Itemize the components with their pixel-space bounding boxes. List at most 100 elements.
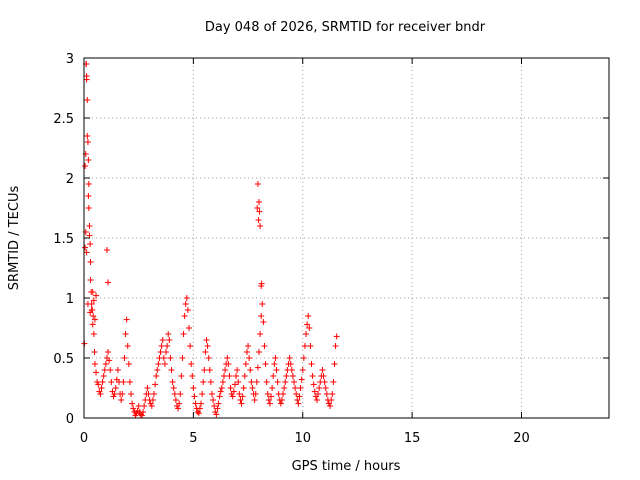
data-point (85, 157, 92, 163)
data-point (287, 361, 294, 367)
data-point (308, 361, 315, 367)
data-point (130, 405, 137, 412)
data-point (329, 391, 336, 397)
data-point (169, 379, 176, 385)
data-point (172, 397, 179, 403)
data-point (195, 410, 202, 417)
data-point (198, 400, 205, 407)
y-tick-label: 0 (66, 412, 74, 427)
data-point (274, 379, 281, 385)
data-point (184, 307, 191, 313)
data-point (256, 208, 263, 215)
data-point (93, 292, 100, 299)
data-point (182, 301, 189, 307)
data-point (286, 355, 293, 361)
x-tick-label: 5 (189, 431, 197, 446)
ticks: 0 5 10 15 20 0 0.5 1 1.5 2 2.5 3 (53, 52, 609, 446)
data-point (259, 301, 266, 307)
data-point (157, 349, 164, 355)
data-point (88, 307, 95, 313)
data-point (239, 393, 246, 400)
data-point (141, 403, 148, 409)
data-point (226, 373, 233, 379)
data-point (171, 391, 178, 397)
data-point (145, 391, 152, 397)
data-point (247, 367, 254, 373)
data-point (236, 391, 243, 397)
data-point (235, 379, 242, 385)
data-point (165, 331, 172, 337)
data-point (215, 400, 222, 407)
data-points (81, 61, 340, 419)
data-point (177, 391, 184, 397)
data-point (271, 361, 278, 367)
data-point (196, 405, 203, 412)
data-point (320, 373, 327, 379)
data-point (319, 367, 326, 373)
data-point (272, 355, 279, 361)
data-point (321, 379, 328, 385)
data-point (202, 349, 209, 355)
data-point (90, 331, 97, 337)
data-point (309, 373, 316, 379)
x-tick-label: 15 (404, 431, 421, 446)
data-point (257, 331, 264, 337)
data-point (234, 367, 241, 373)
data-point (273, 367, 280, 373)
data-point (242, 361, 249, 367)
data-point (153, 373, 160, 379)
x-tick-label: 10 (294, 431, 311, 446)
data-point (194, 409, 201, 415)
data-point (254, 205, 261, 211)
data-point (84, 301, 91, 307)
data-point (199, 391, 206, 397)
data-point (103, 247, 110, 253)
data-point (166, 337, 173, 343)
data-point (299, 367, 306, 373)
data-point (120, 379, 127, 385)
data-point (90, 297, 97, 304)
data-point (192, 400, 199, 407)
data-point (214, 405, 221, 412)
data-point (256, 349, 262, 355)
data-point (266, 400, 273, 407)
data-point (206, 367, 213, 373)
data-point (144, 385, 151, 391)
data-point (221, 373, 227, 379)
data-point (159, 337, 166, 343)
data-point (105, 279, 112, 286)
data-point (294, 397, 301, 403)
data-point (129, 400, 136, 407)
data-point (187, 343, 194, 349)
data-point (100, 373, 107, 379)
data-point (248, 379, 255, 385)
data-point (179, 355, 186, 361)
data-point (293, 391, 300, 397)
data-point (170, 385, 177, 391)
data-point (91, 316, 98, 323)
data-point (230, 388, 237, 395)
data-point (333, 333, 340, 340)
data-point (292, 385, 299, 391)
data-point (124, 343, 131, 349)
data-point (83, 76, 90, 83)
data-point (84, 139, 91, 145)
y-tick-label: 3 (66, 52, 74, 67)
y-tick-label: 2 (66, 172, 74, 187)
data-point (211, 403, 218, 409)
data-point (114, 367, 121, 373)
data-point (296, 393, 303, 400)
data-point (332, 343, 339, 349)
data-point (282, 379, 289, 385)
x-tick-label: 20 (513, 431, 530, 446)
data-point (300, 355, 307, 361)
data-point (255, 217, 262, 223)
data-point (204, 343, 211, 349)
data-point (281, 385, 288, 391)
data-point (168, 367, 175, 373)
data-point (229, 393, 236, 400)
data-point (237, 397, 244, 403)
data-point (258, 313, 265, 319)
data-point (311, 388, 318, 395)
